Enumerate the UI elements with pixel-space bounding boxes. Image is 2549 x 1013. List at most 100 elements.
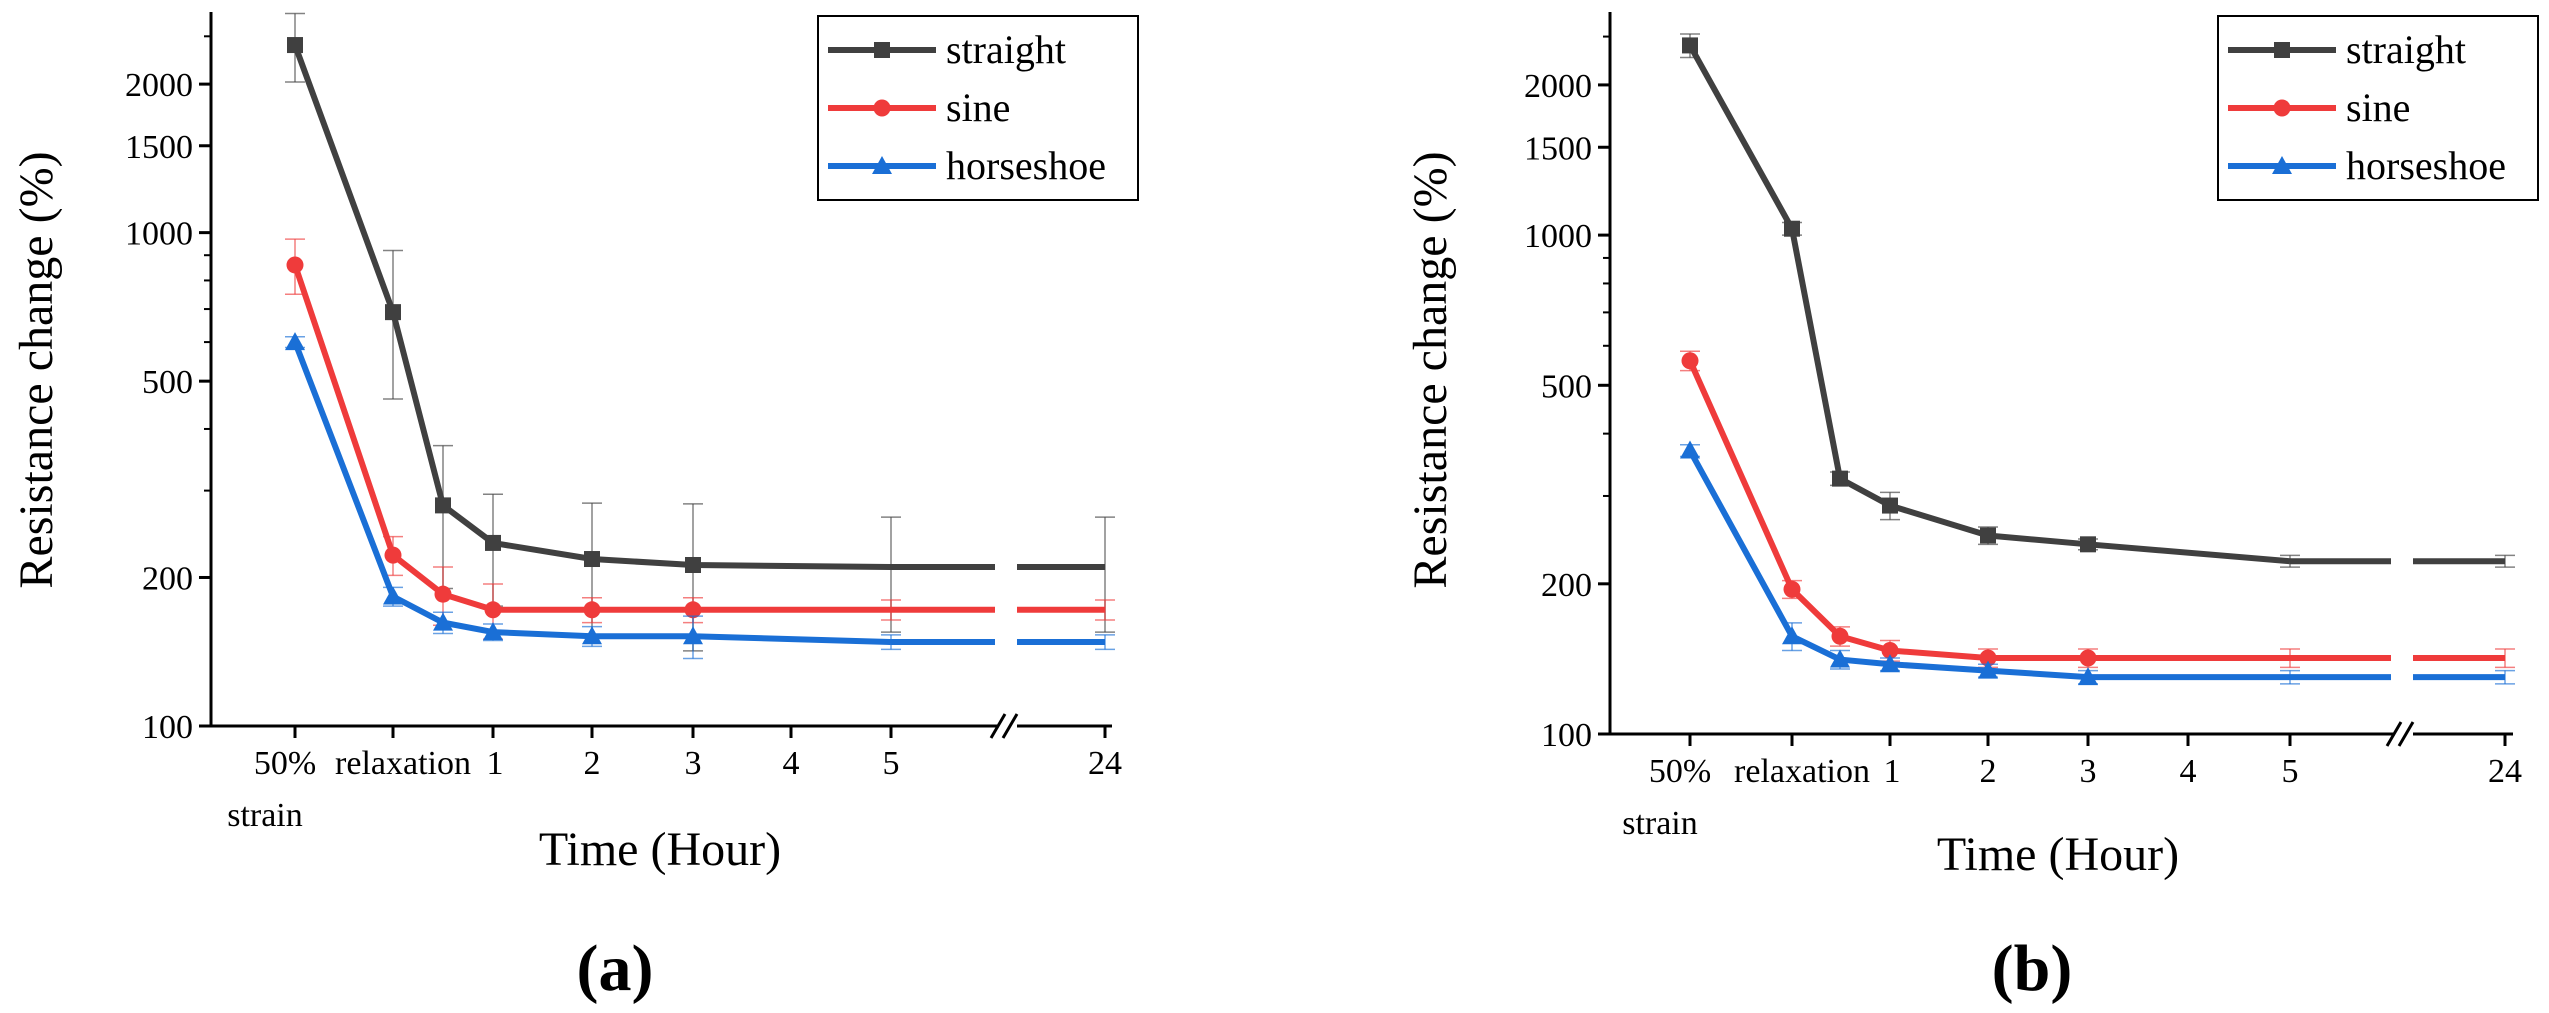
data-point (1880, 654, 1900, 673)
x-tick-label: 1 (1884, 753, 1901, 790)
data-point (2080, 536, 2096, 553)
y-tick-label: 2000 (125, 67, 193, 104)
y-axis-label: Resistance change (%) (10, 151, 63, 588)
axis-break-mark (2385, 721, 2403, 747)
x-axis-label: Time (Hour) (1937, 828, 2179, 881)
series-horseshoe (1680, 440, 2515, 686)
series-sine (285, 238, 1115, 640)
series-line (1687, 43, 2291, 565)
x-tick-label: 50% (254, 745, 316, 782)
data-point (1783, 580, 1801, 598)
legend-marker (2274, 42, 2290, 58)
legend-label: straight (2346, 27, 2466, 72)
data-point (483, 622, 503, 641)
y-tick-label: 1500 (125, 129, 193, 166)
data-point (1680, 440, 1700, 459)
x-axis-label: Time (Hour) (539, 823, 781, 876)
x-tick-label: 50% (1649, 753, 1711, 790)
data-point (485, 534, 501, 551)
y-tick-label: 1000 (125, 216, 193, 253)
x-tick-label: strain (227, 797, 303, 834)
series-straight (1680, 33, 2515, 568)
data-point (287, 37, 303, 54)
x-tick-label: 5 (2282, 753, 2299, 790)
legend-label: sine (2346, 85, 2410, 130)
data-point (2078, 667, 2098, 686)
legend-label: sine (946, 85, 1010, 130)
y-tick-label: 100 (1541, 717, 1592, 754)
x-tick-label: 2 (584, 745, 601, 782)
data-point (384, 546, 402, 564)
legend: straight sine horseshoe (2217, 15, 2539, 201)
y-tick-label: 500 (1541, 368, 1592, 405)
data-point (582, 626, 602, 645)
y-tick-label: 200 (1541, 567, 1592, 604)
chart-panel-b: 100 200 500 1000 1500 2000 50% strain relaxation… (1404, 12, 2539, 1005)
panel-label: (b) (1992, 932, 2073, 1005)
data-point (433, 612, 453, 631)
data-point (1784, 220, 1800, 237)
legend-label: horseshoe (2346, 143, 2506, 188)
chart-panel-a: 100 200 500 1000 1500 2000 50% strain relaxation… (10, 12, 1139, 1005)
x-tick-label: strain (1622, 805, 1698, 842)
panel-label: (a) (577, 932, 654, 1005)
data-point (1682, 37, 1698, 54)
legend-label: straight (946, 27, 1066, 72)
legend-marker (872, 156, 892, 174)
legend: straight sine horseshoe (817, 15, 1139, 201)
series-line (292, 44, 892, 571)
data-point (434, 585, 452, 603)
data-point (1882, 497, 1898, 514)
y-tick-label: 100 (142, 709, 193, 746)
x-tick-label: 5 (883, 745, 900, 782)
x-tick-label: 3 (2080, 753, 2097, 790)
data-point (2079, 649, 2097, 667)
x-tick-label: 1 (487, 745, 504, 782)
series-horseshoe (285, 332, 1115, 660)
axis-break-mark (989, 713, 1007, 739)
data-point (1681, 352, 1699, 370)
x-tick-label: relaxation (335, 745, 471, 782)
data-point (435, 497, 451, 514)
data-point (683, 626, 703, 645)
legend-label: horseshoe (946, 143, 1106, 188)
data-point (385, 304, 401, 321)
y-tick-label: 1000 (1524, 218, 1592, 255)
y-axis-label: Resistance change (%) (1404, 151, 1457, 588)
data-point (1979, 649, 1997, 667)
y-tick-label: 1500 (1524, 130, 1592, 167)
y-tick-label: 500 (142, 364, 193, 401)
x-tick-label: 3 (685, 745, 702, 782)
data-point (1831, 627, 1849, 645)
data-point (1881, 642, 1899, 660)
x-tick-label: 4 (2180, 753, 2197, 790)
data-point (285, 332, 305, 351)
data-point (583, 601, 601, 619)
x-tick-label: 24 (2488, 753, 2522, 790)
data-point (1782, 626, 1802, 645)
data-point (685, 556, 701, 573)
data-point (684, 601, 702, 619)
axis-break-mark (2397, 721, 2415, 747)
legend-marker (873, 99, 891, 117)
data-point (1832, 470, 1848, 487)
legend-marker (2272, 156, 2292, 174)
x-tick-label: 4 (783, 745, 800, 782)
axis-break-mark (1001, 713, 1019, 739)
data-point (584, 551, 600, 568)
series-sine (1680, 350, 2515, 669)
x-tick-label: 24 (1088, 745, 1122, 782)
legend-marker (874, 42, 890, 58)
data-point (1980, 527, 1996, 544)
data-point (286, 256, 304, 274)
data-point (484, 601, 502, 619)
data-point (1978, 660, 1998, 679)
data-point (1830, 649, 1850, 668)
legend-marker (2273, 99, 2291, 117)
x-tick-label: 2 (1980, 753, 1997, 790)
data-point (383, 586, 403, 605)
y-tick-label: 200 (142, 560, 193, 597)
x-tick-label: relaxation (1734, 753, 1870, 790)
y-tick-label: 2000 (1524, 68, 1592, 105)
